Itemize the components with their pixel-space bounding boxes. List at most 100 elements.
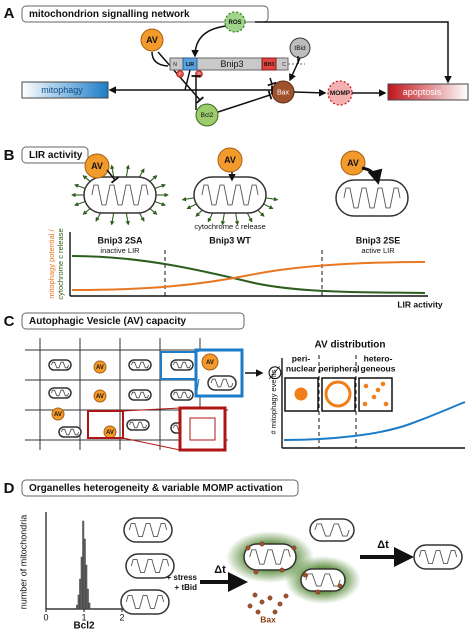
- events-curve: [283, 401, 466, 441]
- label: Bnip3 2SA: [97, 235, 143, 245]
- bax-dot: [277, 601, 283, 607]
- inhibited-arrow: [106, 169, 120, 184]
- bax-dot: [279, 567, 285, 573]
- cristae: [129, 421, 147, 429]
- label: N: [173, 62, 177, 68]
- mitochondrion: [123, 517, 173, 543]
- label: active LIR: [361, 246, 395, 255]
- panel-title: mitochondrion signalling network: [29, 9, 190, 20]
- autophagic-vesicle: [93, 389, 107, 403]
- label: tBid: [294, 45, 306, 52]
- label: hetero-: [364, 353, 393, 363]
- bax-dot: [259, 599, 265, 605]
- panel-title-box: [21, 479, 299, 497]
- label: ∅: [267, 363, 283, 383]
- cytochrome-curve: [71, 255, 426, 294]
- panel-letter: B: [4, 147, 15, 164]
- mitochondrion: [243, 543, 297, 571]
- histogram-bar: [82, 520, 85, 610]
- label: Δt: [377, 539, 389, 551]
- bax-dot: [252, 592, 258, 598]
- mitochondrion: [193, 176, 267, 214]
- bax-dot: [337, 583, 343, 589]
- label: # mitophagy events: [269, 369, 278, 434]
- autophagic-vesicle: [217, 147, 243, 173]
- histogram-bar: [79, 578, 82, 610]
- av-dot: [294, 387, 308, 401]
- bax-dot: [272, 609, 278, 615]
- cristae: [314, 523, 350, 537]
- mitochondrion: [335, 179, 409, 217]
- av-dot: [362, 401, 368, 407]
- label: cytochrome c release: [194, 222, 265, 231]
- label: apoptosis: [403, 87, 442, 97]
- mitochondrion: [120, 589, 170, 615]
- autophagic-vesicle: [93, 360, 107, 374]
- label: inactive LIR: [100, 246, 140, 255]
- av-label: AV: [54, 412, 62, 418]
- panel-title-box: [21, 5, 269, 23]
- autophagic-vesicle: [51, 407, 65, 421]
- label: Bnip3: [220, 59, 243, 69]
- bax-dot: [247, 603, 253, 609]
- connector: [195, 349, 200, 353]
- label: BH3: [264, 62, 274, 68]
- connector: [122, 407, 181, 412]
- cristae: [131, 361, 149, 369]
- label: AV distribution: [315, 340, 386, 351]
- cristae: [61, 428, 79, 436]
- mitophagy-curve: [71, 261, 426, 291]
- x-tick-label: 0: [43, 612, 48, 622]
- label: ROS: [228, 20, 241, 26]
- connector: [255, 21, 452, 84]
- label: P: [178, 72, 181, 77]
- label: mitophagy: [41, 85, 83, 95]
- connector: [293, 89, 327, 97]
- av-label: AV: [106, 430, 114, 436]
- cristae: [125, 594, 165, 610]
- mitochondrion: [413, 544, 463, 570]
- av-ring: [324, 380, 352, 408]
- connector: [267, 77, 277, 87]
- bcl2-node: [195, 103, 219, 127]
- panel-letter: A: [4, 5, 15, 22]
- label: geneous: [361, 363, 396, 373]
- cristae: [210, 378, 234, 388]
- panel-title: Organelles heterogeneity & variable MOMP…: [29, 483, 283, 494]
- label: mitophagy potential /: [47, 228, 56, 298]
- autophagic-vesicle: [84, 153, 110, 179]
- bax-dot: [283, 593, 289, 599]
- bax-dot: [302, 572, 308, 578]
- histogram-bar: [85, 564, 88, 610]
- av-label: AV: [224, 155, 236, 165]
- label: cytochrome c release: [56, 228, 65, 299]
- av-dot: [375, 387, 381, 393]
- label: LIR: [186, 62, 194, 68]
- phospho-site: [176, 70, 184, 78]
- label: peri-: [292, 353, 311, 363]
- cristae: [51, 389, 69, 397]
- histogram-bar: [86, 588, 89, 610]
- label: Bax: [277, 89, 290, 96]
- label: peripheral: [318, 363, 359, 373]
- red-zoom-inner: [189, 417, 216, 441]
- autophagic-vesicle: [340, 150, 366, 176]
- connector: [217, 90, 273, 113]
- label: Δt: [214, 564, 226, 576]
- label: P: [197, 72, 200, 77]
- distribution-box: [358, 377, 393, 412]
- av-label: AV: [96, 365, 104, 371]
- cristae: [128, 522, 168, 538]
- red-zoom: [178, 406, 227, 452]
- cristae: [130, 558, 170, 574]
- autophagic-vesicle: [140, 28, 164, 52]
- panel-letter: C: [4, 313, 15, 330]
- label: MOMP: [330, 90, 351, 97]
- label: Bcl2: [73, 621, 95, 632]
- histogram-bar: [80, 556, 83, 610]
- x-tick-label: 2: [119, 612, 124, 622]
- av-dot: [380, 381, 386, 387]
- av-dot: [383, 401, 389, 407]
- histogram-bar: [77, 594, 80, 610]
- av-label: AV: [91, 161, 103, 171]
